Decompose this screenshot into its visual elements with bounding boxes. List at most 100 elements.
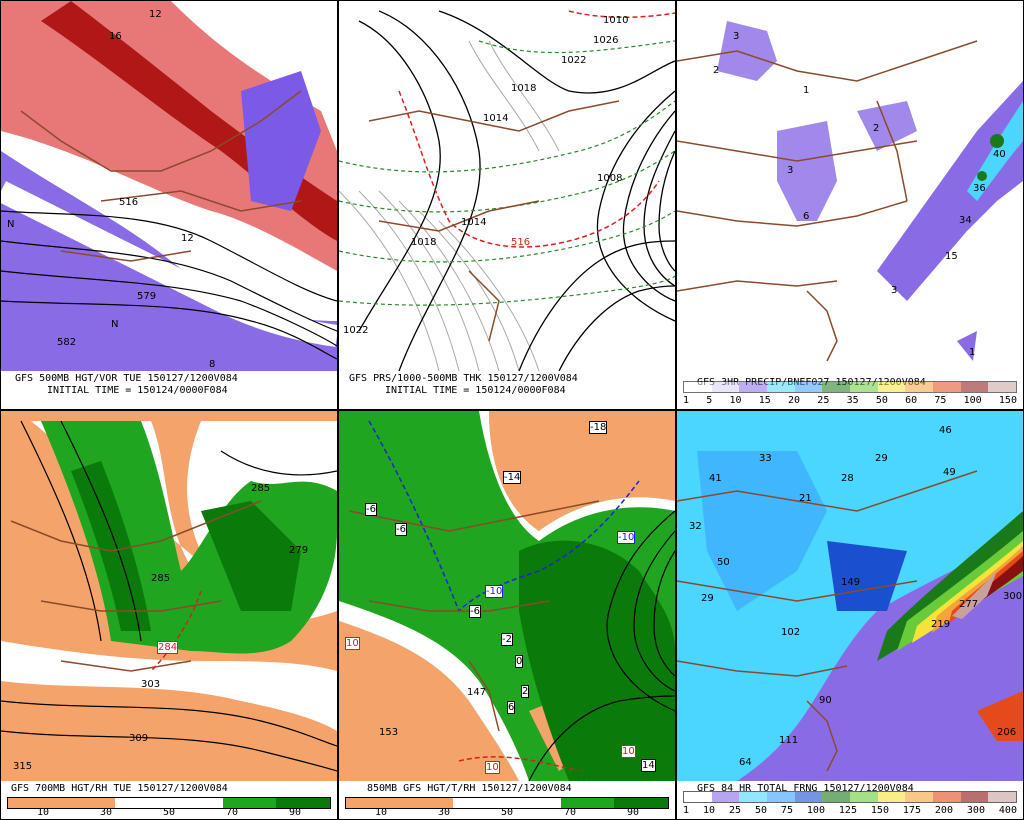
map-label: 6 [507,701,516,714]
snowfall-colorbar-ticks: 1 10 25 50 75 100 125 150 175 200 300 40… [683,805,1017,816]
tick-label: 20 [788,395,801,406]
panel-3hr-precip: 3 2 1 2 3 6 40 36 34 15 3 1 GFS 3HR PREC… [676,0,1024,410]
tick-label: 50 [500,807,514,818]
map-label: -6 [365,503,377,516]
tick-label: 25 [728,805,741,816]
map-label: 1 [803,85,810,96]
map-label: 10 [485,761,500,774]
tick-label: 400 [998,805,1017,816]
map-label: 1 [969,347,976,358]
map-label: 40 [993,149,1006,160]
map-label: 300 [1003,591,1023,602]
map-label: -6 [469,605,481,618]
map-label: 1010 [603,15,629,26]
panel-title: GFS PRS/1000-500MB THK 150127/1200V084 [349,373,578,384]
tick-label: 200 [934,805,953,816]
tick-label: 75 [934,395,947,406]
map-label: 34 [959,215,972,226]
map-label: 284 [157,641,179,654]
tick-label: 150 [998,395,1017,406]
tick-label: 15 [758,395,771,406]
map-label: 64 [739,757,752,768]
map-label: 582 [57,337,77,348]
map-label: 28 [841,473,854,484]
tick-label: 125 [838,805,857,816]
tick-label: 1 [683,395,690,406]
map-label: -14 [503,471,522,484]
precip-colorbar [683,381,1017,393]
map-label: 6 [803,211,810,222]
tick-label: 175 [902,805,921,816]
map-label: 315 [13,761,33,772]
map-label: 219 [931,619,951,630]
tick-label: 5 [706,395,713,406]
tick-label: 100 [806,805,825,816]
tick-label: 50 [754,805,767,816]
map-label: 36 [973,183,986,194]
map-label: 102 [781,627,801,638]
map-label: 516 [511,237,531,248]
map-label: 1014 [461,217,487,228]
map-label: 10 [345,637,360,650]
snowfall-colorbar [683,791,1017,803]
panel-84hr-total-snow: 46 33 29 41 28 49 21 32 50 29 149 102 21… [676,410,1024,820]
map-label: 0 [515,655,524,668]
tick-label: 1 [683,805,690,816]
map-label: 153 [379,727,399,738]
panel-title: GFS 84 HR TOTAL FRNG 150127/1200V084 [697,783,914,794]
tick-label: 50 [162,807,176,818]
map-label: 1026 [593,35,619,46]
tick-label: 60 [905,395,918,406]
map-label: 2 [713,65,720,76]
map-label: 303 [141,679,161,690]
map-label: 21 [799,493,812,504]
map-label: 1014 [483,113,509,124]
map-label: N [111,319,119,330]
map-label: -6 [395,523,407,536]
map-label: 1018 [511,83,537,94]
map-label: 12 [149,9,162,20]
map-label: 279 [289,545,309,556]
tick-label: 50 [875,395,888,406]
panel-700mb-rh: 285 279 285 284 303 309 315 GFS 700MB HG… [0,410,338,820]
panel-title: GFS 500MB HGT/VOR TUE 150127/1200V084 [15,373,238,384]
map-label: 111 [779,735,799,746]
map-label: 2 [873,123,880,134]
map-label: -10 [617,531,636,544]
map-label: 1022 [561,55,587,66]
map-label: 49 [943,467,956,478]
snowfall-map [677,411,1023,781]
map-label: 149 [841,577,861,588]
tick-label: 10 [729,395,742,406]
tick-label: 10 [702,805,716,816]
map-label: 32 [689,521,702,532]
map-label: 309 [129,733,149,744]
map-label: 15 [945,251,958,262]
tick-label: 35 [846,395,859,406]
map-label: 3 [787,165,794,176]
map-label: 277 [959,599,979,610]
map-label: 1008 [597,173,623,184]
map-label: 3 [733,31,740,42]
map-label: -10 [485,585,504,598]
rh-colorbar [7,797,331,809]
rh850-map [339,411,675,781]
map-label: 16 [109,31,122,42]
map-label: 1018 [411,237,437,248]
panel-subtitle: INITIAL TIME = 150124/0000F084 [385,385,566,396]
map-label: 33 [759,453,772,464]
rh850-colorbar-ticks: 10 30 50 70 90 [345,807,669,818]
panel-500mb-vorticity: 12 16 516 12 579 582 N 8 N GFS 500MB HGT… [0,0,338,410]
map-label: 147 [467,687,487,698]
map-label: 12 [181,233,194,244]
map-label: 285 [151,573,171,584]
tick-label: 90 [626,807,639,818]
tick-label: 30 [437,807,451,818]
rh850-colorbar [345,797,669,809]
tick-label: 90 [288,807,301,818]
map-label: 2 [521,685,530,698]
map-label: -2 [501,633,513,646]
tick-label: 70 [563,807,576,818]
map-label: 1022 [343,325,369,336]
map-label: 8 [209,359,216,370]
